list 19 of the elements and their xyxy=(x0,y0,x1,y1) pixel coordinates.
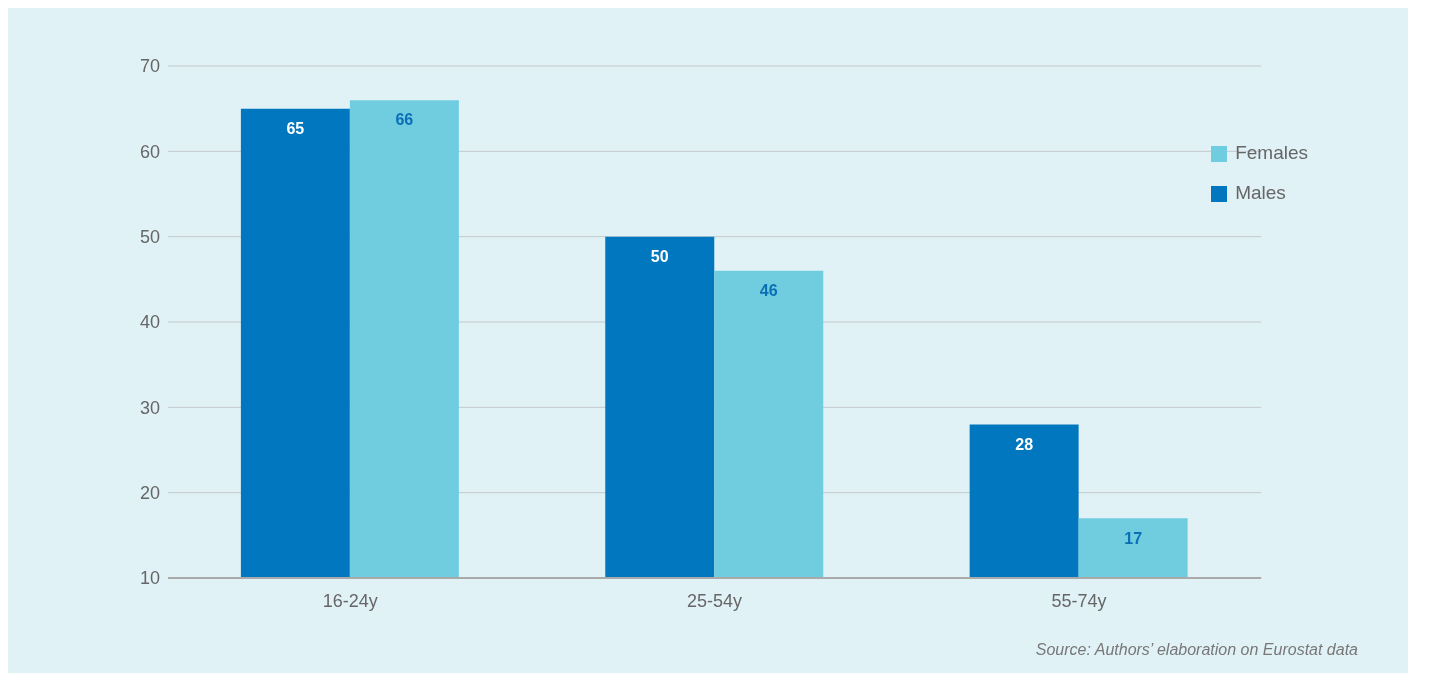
y-tick-label: 40 xyxy=(139,312,160,333)
data-label: 65 xyxy=(286,120,305,138)
x-tick-label: 25-54y xyxy=(687,590,743,611)
data-label: 28 xyxy=(1015,435,1034,453)
y-tick-label: 70 xyxy=(139,56,160,77)
y-tick-label: 30 xyxy=(139,397,160,418)
x-tick-label: 16-24y xyxy=(322,590,378,611)
y-tick-label: 60 xyxy=(139,141,160,162)
legend-label: Males xyxy=(1235,182,1286,203)
data-label: 46 xyxy=(759,282,778,300)
source-note: Source: Authors’ elaboration on Eurostat data xyxy=(1035,641,1358,659)
x-tick-label: 55-74y xyxy=(1051,590,1107,611)
legend-label: Females xyxy=(1235,142,1308,163)
data-label: 17 xyxy=(1124,529,1143,547)
y-tick-label: 50 xyxy=(139,227,160,248)
data-label: 50 xyxy=(650,248,669,266)
data-label: 66 xyxy=(395,111,414,129)
y-tick-label: 20 xyxy=(139,483,160,504)
y-tick-label: 10 xyxy=(139,568,160,589)
